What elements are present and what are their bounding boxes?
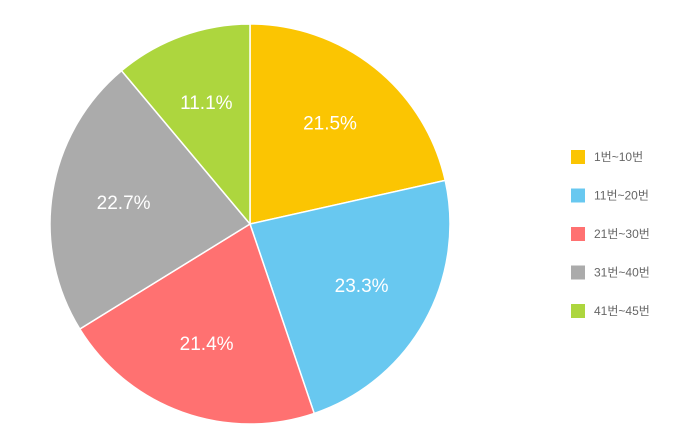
slice-value-label-1: 21.5% — [303, 114, 357, 135]
legend-label-5: 41번~45번 — [594, 304, 650, 318]
slice-value-label-5: 11.1% — [180, 93, 233, 114]
legend-swatch-4 — [571, 265, 585, 280]
legend-swatch-2 — [571, 188, 585, 203]
pie-slice-1 — [249, 23, 447, 225]
slice-value-label-2: 23.3% — [335, 276, 389, 297]
pie-slices — [49, 23, 451, 425]
legend-swatch-3 — [571, 227, 585, 241]
slice-labels: 21.5% 23.3% 21.4% 22.7% 11.1% — [97, 93, 389, 355]
pie-slice-4 — [49, 69, 252, 331]
legend-label-3: 21번~30번 — [594, 227, 650, 241]
legend-swatch-5 — [571, 304, 585, 318]
legend-swatch-1 — [571, 150, 585, 164]
legend-label-4: 31번~40번 — [594, 266, 650, 280]
legend: 1번~10번 11번~20번 21번~30번 31번~40번 41번~45번 — [571, 150, 650, 318]
legend-label-2: 11번~20번 — [594, 189, 649, 203]
slice-value-label-3: 21.4% — [180, 334, 234, 355]
pie-slice-2 — [249, 179, 451, 415]
pie-slice-3 — [78, 222, 316, 425]
legend-label-1: 1번~10번 — [594, 150, 643, 164]
pie-slice-5 — [120, 23, 251, 227]
slice-value-label-4: 22.7% — [97, 193, 151, 214]
